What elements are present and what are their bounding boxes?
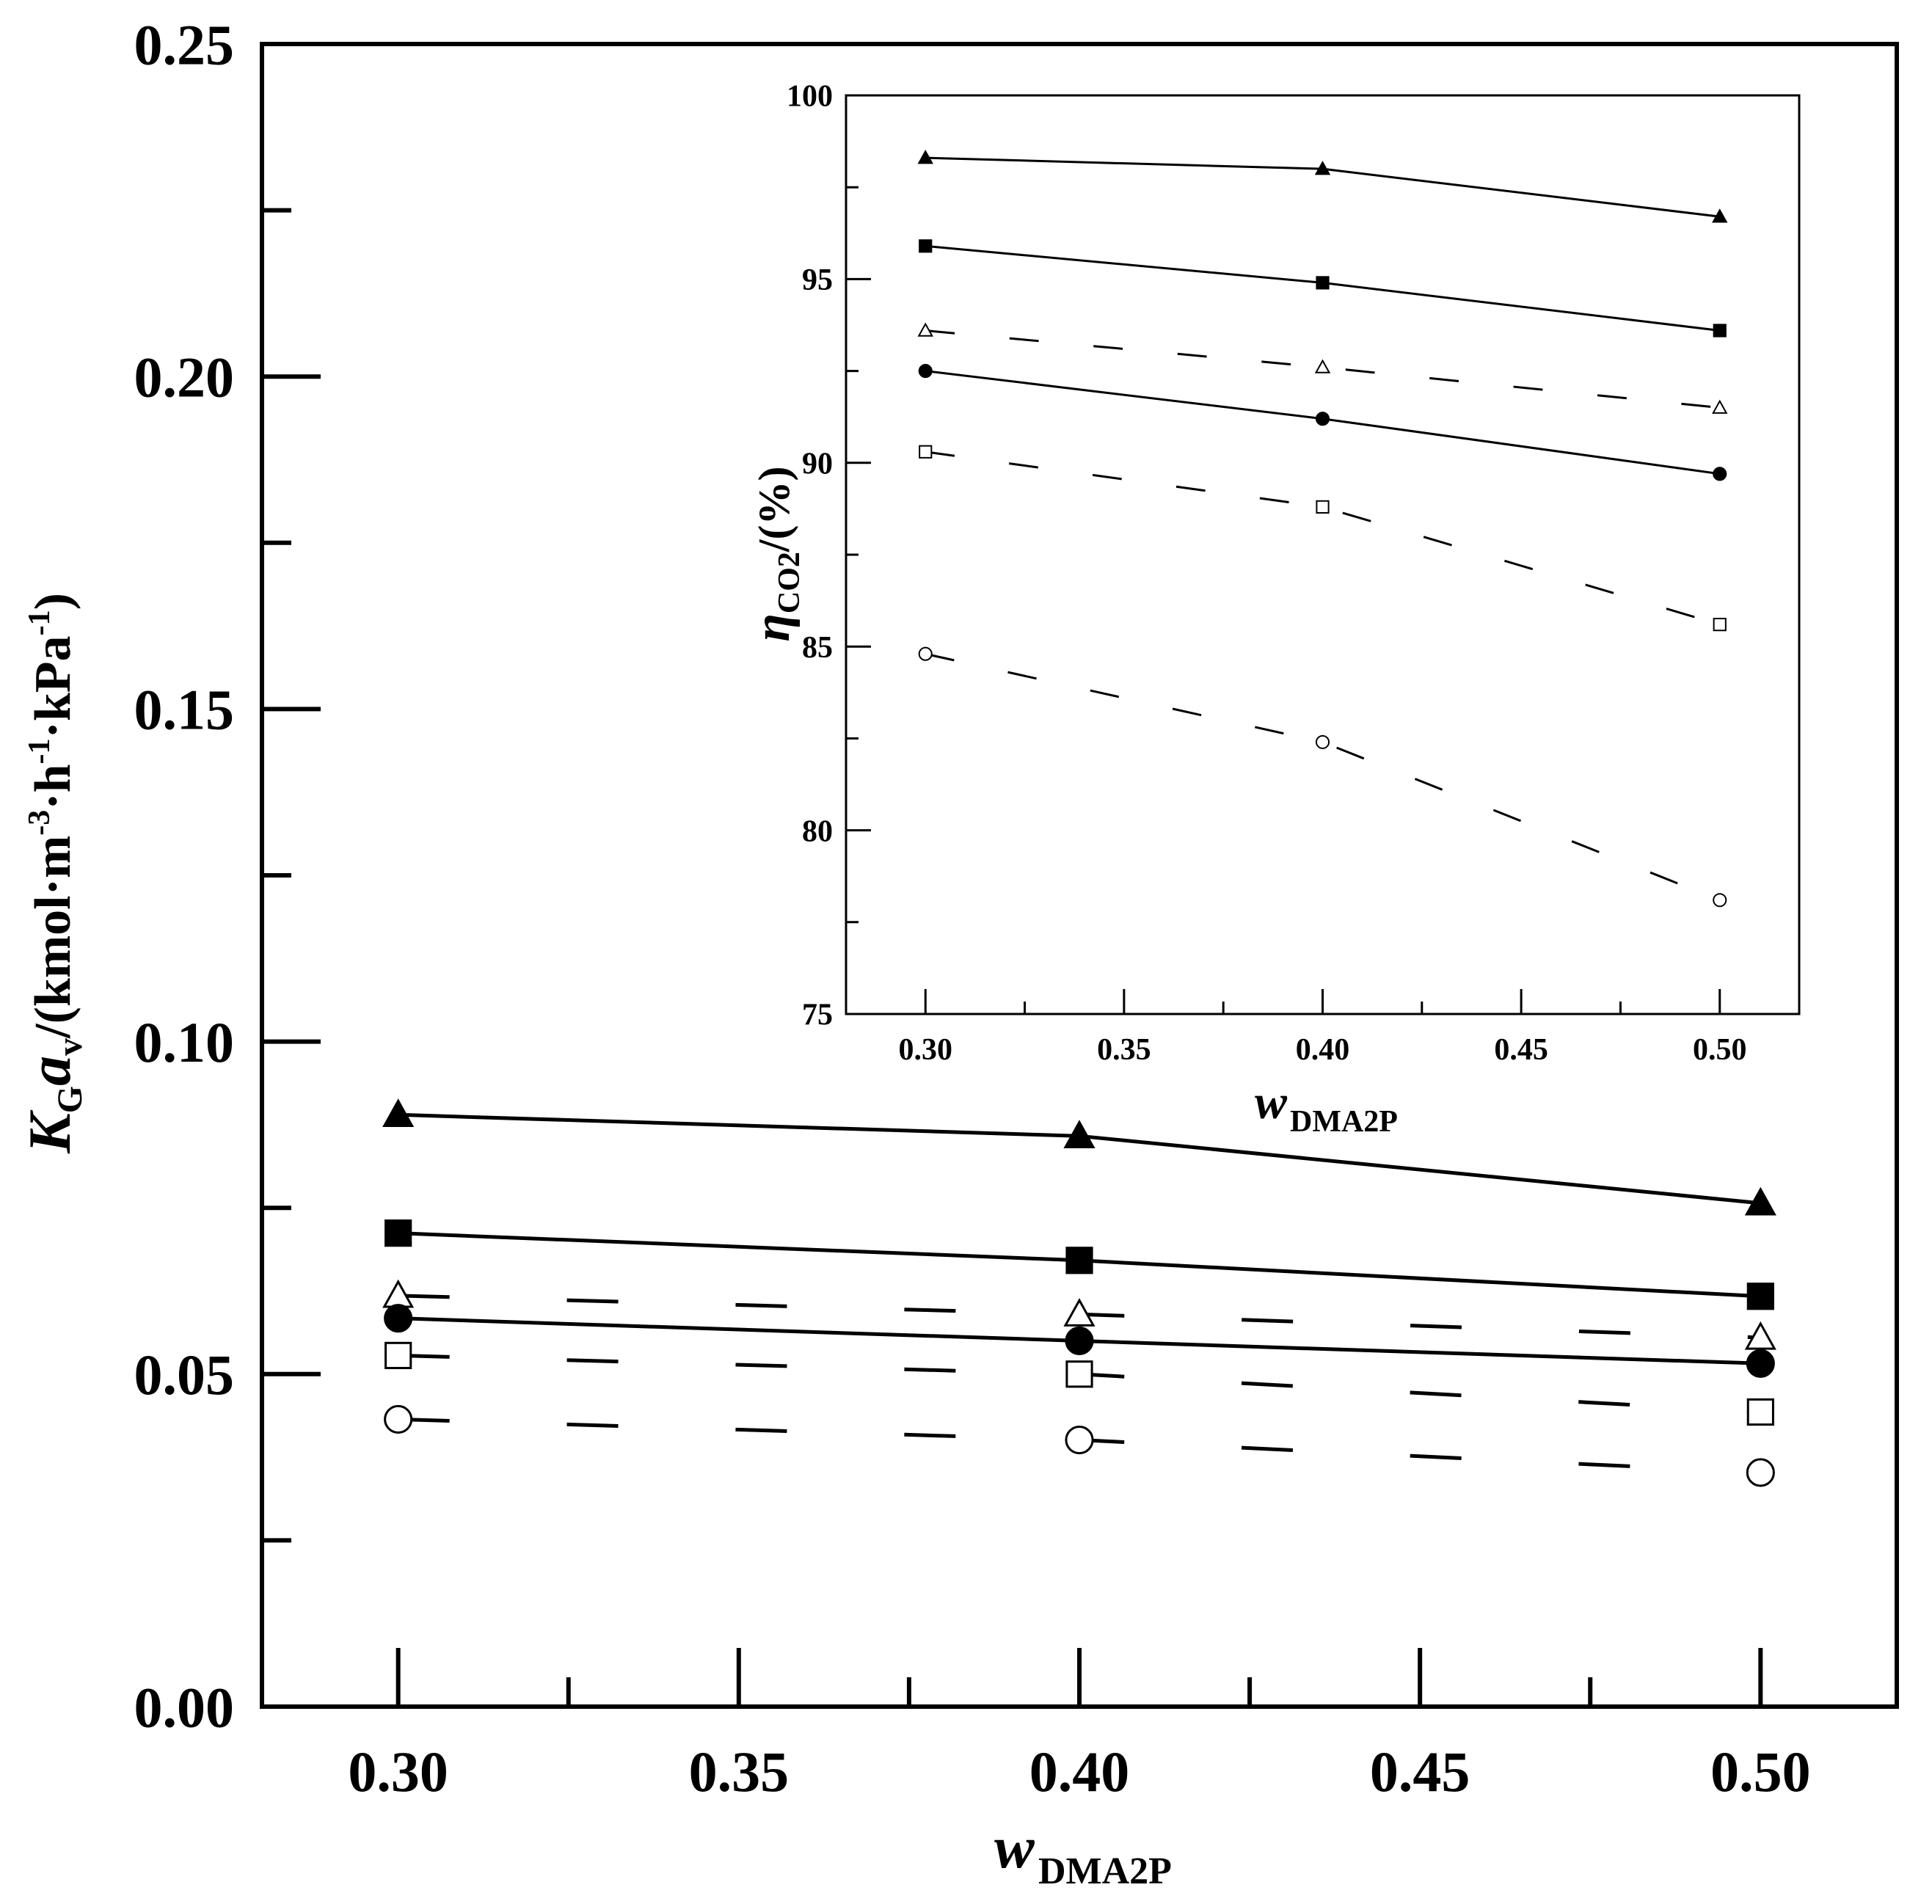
y-tick-label: 0.15 (134, 678, 235, 742)
data-point (1065, 1247, 1093, 1274)
y-tick-label: 0.00 (134, 1675, 235, 1739)
series-triangle-filled (917, 150, 1728, 223)
data-point (1063, 1298, 1096, 1327)
y-tick-label: 0.10 (134, 1010, 235, 1074)
x-tick-label: 0.35 (689, 1740, 790, 1803)
data-point (1713, 324, 1727, 338)
data-point (1063, 1120, 1096, 1149)
data-point (1746, 1398, 1774, 1426)
series-square-open (919, 445, 1727, 632)
data-point (918, 364, 933, 379)
series-line (925, 451, 1721, 626)
data-point (918, 646, 933, 661)
x-tick-label: 0.35 (1097, 1033, 1151, 1067)
inset-x-axis-label-sub: DMA2P (1290, 1105, 1398, 1139)
data-point (384, 1341, 412, 1370)
data-point (384, 1219, 412, 1247)
data-point (1314, 359, 1331, 373)
series-triangle-filled (382, 1098, 1776, 1216)
data-point (1065, 1425, 1094, 1455)
data-point (917, 322, 933, 337)
y-tick-label: 100 (787, 80, 833, 114)
data-point (1315, 734, 1330, 749)
y-tick-label: 0.20 (134, 346, 235, 409)
main-plot: 0.30 0.35 0.40 0.45 0.50 0.00 0.05 0.10 0.15 0.2… (16, 12, 1899, 1892)
data-point (1065, 1360, 1093, 1388)
data-point (382, 1098, 415, 1128)
y-tick-label: 75 (802, 999, 833, 1032)
x-tick-label: 0.50 (1710, 1740, 1811, 1803)
data-point (1314, 161, 1331, 175)
main-x-axis-label: w (994, 1814, 1035, 1881)
data-point (1712, 399, 1728, 414)
series-line (925, 652, 1721, 902)
data-point (1713, 618, 1727, 632)
main-x-ticks: 0.30 0.35 0.40 0.45 0.50 (348, 1648, 1811, 1803)
y-tick-label: 95 (802, 263, 833, 297)
y-tick-label: 80 (802, 814, 833, 848)
data-point (1744, 1321, 1776, 1350)
main-series (382, 1098, 1776, 1487)
x-tick-label: 0.45 (1494, 1033, 1548, 1067)
series-circle-filled (918, 364, 1727, 481)
series-triangle-open (382, 1279, 1776, 1350)
data-point (919, 239, 933, 253)
inset-x-axis-label: w (1255, 1076, 1288, 1129)
series-circle-open (384, 1404, 1775, 1487)
x-tick-label: 0.50 (1693, 1033, 1747, 1067)
data-point (1746, 1283, 1774, 1310)
x-tick-label: 0.40 (1296, 1033, 1350, 1067)
data-point (1746, 1458, 1775, 1487)
data-point (1315, 412, 1330, 426)
x-tick-label: 0.30 (348, 1740, 448, 1803)
series-square-filled (384, 1219, 1774, 1310)
x-tick-label: 0.30 (899, 1033, 953, 1067)
x-tick-label: 0.40 (1029, 1740, 1130, 1803)
data-point (1746, 1349, 1775, 1378)
main-x-axis-label-sub: DMA2P (1038, 1850, 1172, 1892)
inset-plot-frame (845, 94, 1801, 1015)
data-point (384, 1404, 413, 1434)
y-tick-label: 85 (802, 631, 833, 665)
data-point (1316, 500, 1330, 514)
inset-y-axis-label: ηCO2/(%) (744, 466, 806, 641)
data-point (1744, 1186, 1776, 1216)
data-point (917, 150, 933, 164)
main-y-axis-label: KGav/(kmol·m-3·h-1·kPa-1) (16, 593, 90, 1154)
y-tick-label: 90 (802, 448, 833, 481)
series-circle-open (918, 646, 1727, 908)
series-square-filled (919, 239, 1727, 338)
inset-y-ticks: 75 80 85 90 95 100 (787, 80, 871, 1032)
data-point (1713, 467, 1727, 481)
data-point (919, 445, 933, 459)
data-point (1316, 276, 1330, 290)
main-y-ticks: 0.00 0.05 0.10 0.15 0.20 0.25 (134, 12, 321, 1739)
series-square-open (384, 1341, 1774, 1426)
inset-x-ticks: 0.30 0.35 0.40 0.45 0.50 (899, 989, 1747, 1067)
inset-plot: 0.30 0.35 0.40 0.45 0.50 75 80 85 90 95 100 w DMA… (744, 80, 1801, 1139)
series-circle-filled (384, 1304, 1775, 1378)
x-tick-label: 0.45 (1370, 1740, 1470, 1803)
y-tick-label: 0.05 (134, 1343, 235, 1407)
data-point (1713, 893, 1727, 908)
data-point (384, 1304, 413, 1333)
data-point (1065, 1326, 1094, 1356)
series-triangle-open (917, 322, 1728, 414)
y-tick-label: 0.25 (134, 12, 235, 76)
inset-series (917, 150, 1728, 908)
data-point (1712, 208, 1728, 223)
